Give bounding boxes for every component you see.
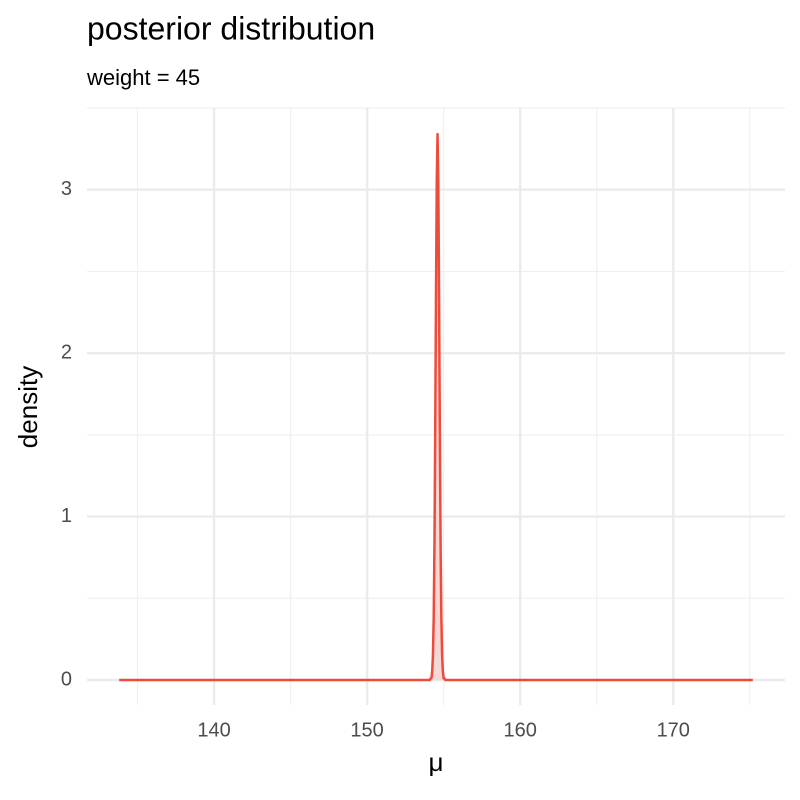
chart-title: posterior distribution — [87, 10, 375, 46]
chart-subtitle: weight = 45 — [86, 65, 200, 90]
y-axis-label: density — [13, 366, 43, 448]
x-tick-label: 140 — [197, 719, 230, 741]
density-line — [119, 132, 753, 682]
y-tick-label: 2 — [61, 341, 72, 363]
x-tick-label: 170 — [657, 719, 690, 741]
x-tick-label: 160 — [504, 719, 537, 741]
y-tick-label: 3 — [61, 178, 72, 200]
y-tick-label: 0 — [61, 668, 72, 690]
x-tick-label: 150 — [350, 719, 383, 741]
x-axis-label: μ — [429, 747, 444, 777]
y-tick-label: 1 — [61, 505, 72, 527]
